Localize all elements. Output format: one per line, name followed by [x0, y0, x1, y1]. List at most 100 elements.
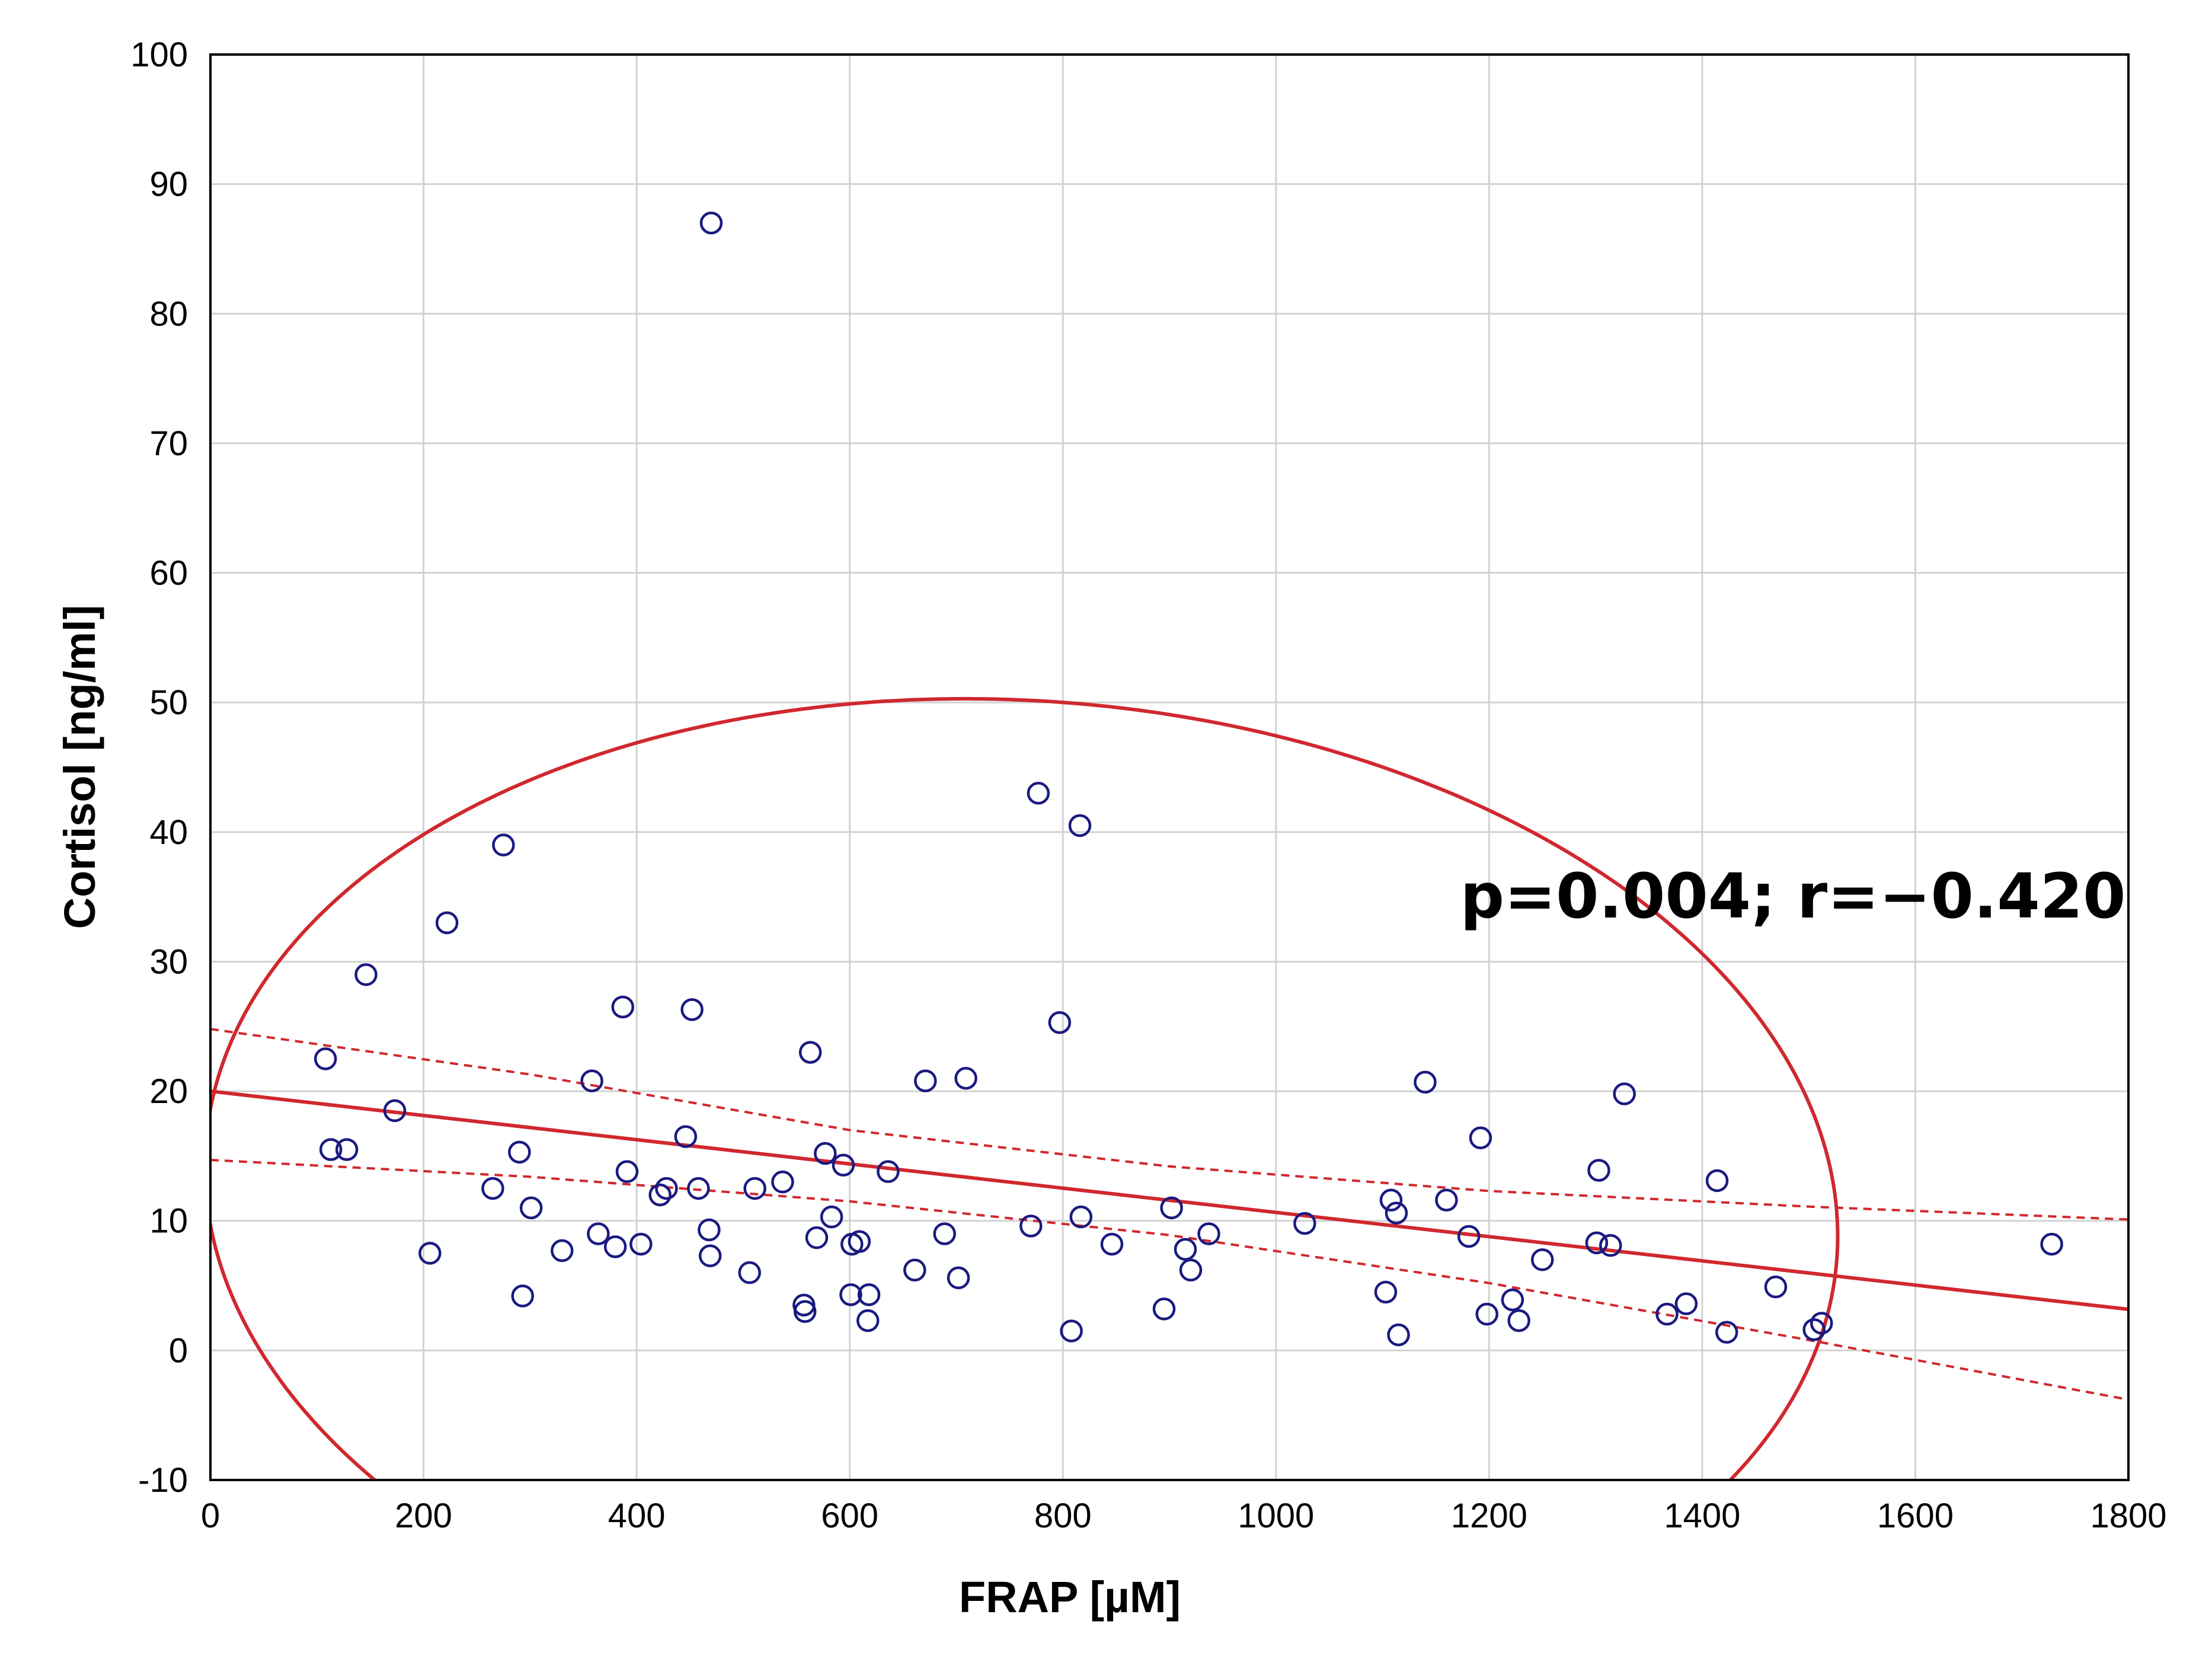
data-point [1475, 1302, 1498, 1326]
data-point [1613, 1082, 1636, 1105]
data-point [857, 1283, 881, 1306]
plot-frame [209, 53, 2130, 1481]
data-point [699, 211, 723, 235]
data-point [1160, 1196, 1183, 1220]
data-point [629, 1232, 653, 1256]
data-point [805, 1226, 829, 1249]
y-tick-label: 80 [149, 295, 188, 333]
data-point [698, 1218, 721, 1242]
data-point [1060, 1319, 1083, 1342]
data-point [319, 1138, 343, 1161]
data-point [1764, 1275, 1788, 1299]
data-points [314, 211, 2063, 1347]
x-tick-label: 0 [201, 1497, 220, 1535]
data-point [481, 1177, 504, 1200]
x-axis-title: FRAP [µM] [959, 1572, 1181, 1622]
data-point [519, 1196, 543, 1220]
data-point [611, 995, 634, 1019]
data-point [551, 1239, 574, 1262]
tick-labels: 0 200 400 600 800 1000 1200 1400 1600 1800 -10 0 10 2… [130, 36, 2166, 1535]
data-point [1414, 1070, 1437, 1094]
data-point [1293, 1212, 1316, 1235]
data-point [947, 1266, 970, 1290]
data-point [1387, 1323, 1410, 1347]
data-point [580, 1069, 603, 1092]
data-point [698, 1244, 722, 1268]
y-tick-label: 90 [149, 165, 188, 204]
y-tick-label: 10 [149, 1202, 188, 1241]
data-point [877, 1160, 900, 1183]
data-point [738, 1261, 761, 1284]
fit-curves [210, 696, 2128, 1480]
data-point [1174, 1238, 1197, 1261]
data-point [1048, 1011, 1072, 1034]
data-point [1587, 1159, 1610, 1182]
y-tick-label: 40 [149, 813, 188, 852]
confidence-band-upper [210, 1028, 2128, 1221]
data-point [1530, 1248, 1554, 1271]
data-point [1179, 1258, 1203, 1282]
data-point [820, 1205, 843, 1229]
data-point [1810, 1312, 1833, 1335]
data-point [648, 1183, 672, 1207]
x-tick-label: 1800 [2090, 1497, 2166, 1535]
data-point [687, 1177, 710, 1200]
data-point [655, 1177, 678, 1200]
data-point [933, 1222, 956, 1245]
data-point [418, 1242, 442, 1265]
data-point [1655, 1302, 1679, 1326]
y-tick-label: 50 [149, 683, 188, 722]
data-point [848, 1230, 871, 1253]
data-point [856, 1309, 880, 1332]
data-point [1585, 1231, 1609, 1255]
data-point [771, 1170, 794, 1194]
data-point [383, 1099, 407, 1123]
data-point [793, 1300, 817, 1324]
data-point [1674, 1292, 1698, 1315]
x-tick-label: 400 [608, 1497, 666, 1535]
data-point [1027, 781, 1050, 805]
data-point [1100, 1232, 1124, 1256]
x-tick-label: 600 [821, 1497, 878, 1535]
x-tick-label: 1000 [1238, 1497, 1314, 1535]
data-point [1802, 1318, 1826, 1341]
data-point [903, 1258, 926, 1282]
data-point [492, 833, 515, 856]
data-point [1385, 1201, 1408, 1225]
data-point [2040, 1232, 2063, 1256]
y-axis-title: Cortisol [ng/ml] [55, 605, 104, 929]
x-tick-label: 200 [395, 1497, 452, 1535]
y-tick-label: 70 [149, 424, 188, 463]
data-point [954, 1066, 977, 1090]
data-point [603, 1235, 627, 1258]
data-point [587, 1222, 610, 1245]
data-point [335, 1138, 359, 1161]
confidence-ellipse [210, 696, 1840, 1480]
data-point [1152, 1297, 1176, 1321]
regression-line [210, 1089, 2128, 1312]
data-point [1069, 1205, 1093, 1229]
confidence-band-lower [210, 1159, 2128, 1401]
data-point [511, 1284, 534, 1308]
data-point [1507, 1309, 1530, 1332]
data-point [435, 911, 459, 935]
stats-annotation: p=0.004; r=−0.420 [1460, 860, 2126, 932]
y-tick-label: 100 [130, 36, 188, 74]
x-tick-label: 1200 [1451, 1497, 1527, 1535]
data-point [615, 1160, 639, 1183]
y-tick-label: -10 [138, 1461, 188, 1500]
data-point [798, 1041, 822, 1064]
x-tick-label: 1600 [1877, 1497, 1954, 1535]
x-tick-label: 800 [1034, 1497, 1092, 1535]
data-point [354, 963, 378, 986]
data-point [914, 1069, 937, 1092]
y-tick-label: 0 [169, 1331, 188, 1370]
data-point [314, 1047, 337, 1070]
data-point [1501, 1288, 1524, 1312]
data-point [1469, 1126, 1492, 1150]
data-point [1599, 1234, 1622, 1257]
data-point [832, 1153, 855, 1177]
data-point [1019, 1214, 1043, 1238]
data-point [680, 998, 704, 1021]
